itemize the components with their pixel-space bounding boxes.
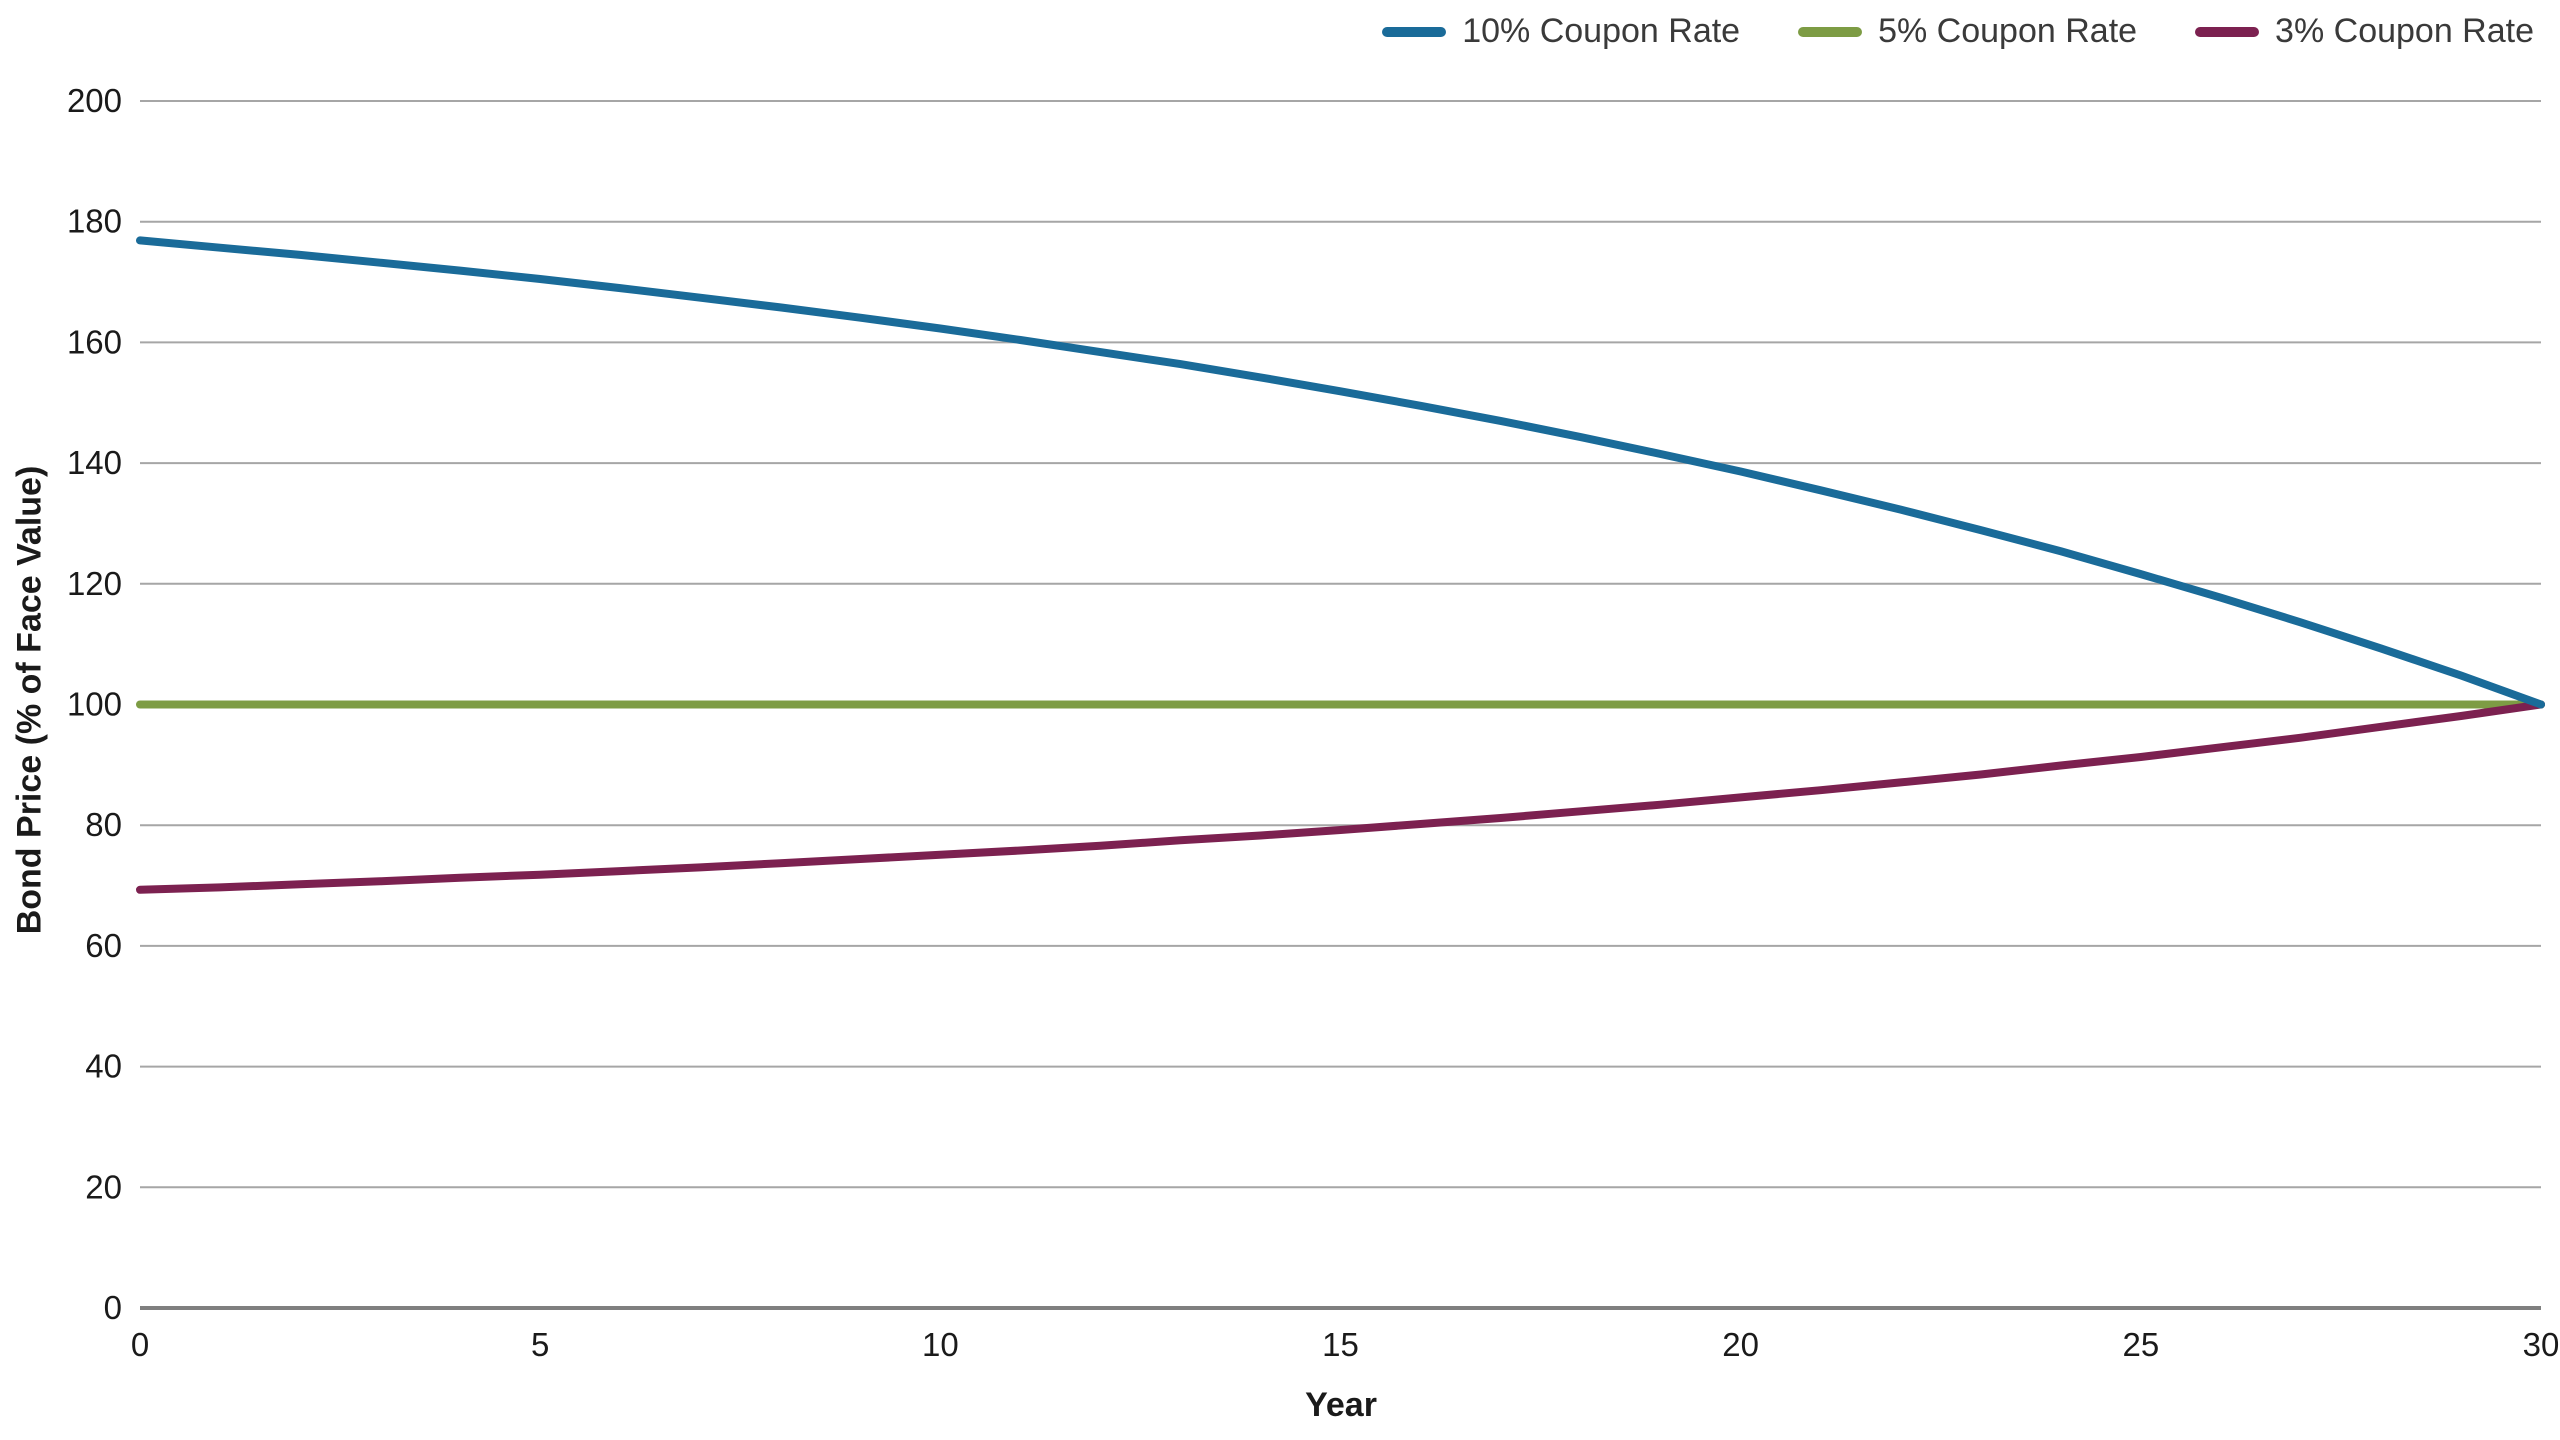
y-axis-title: Bond Price (% of Face Value) [10, 465, 49, 935]
legend-swatch-5pct-icon [1798, 26, 1863, 37]
x-tick-label: 10 [922, 1326, 959, 1363]
series-line-10-coupon-rate [136, 236, 2545, 709]
legend-label-10pct: 10% Coupon Rate [1462, 12, 1741, 50]
legend-label-3pct: 3% Coupon Rate [2275, 12, 2534, 50]
legend-item-10pct: 10% Coupon Rate [1382, 12, 1740, 51]
y-tick-label: 0 [104, 1289, 122, 1326]
y-tick-label: 160 [67, 323, 122, 360]
y-tick-label: 80 [85, 806, 122, 843]
series-line-3-coupon-rate [136, 700, 2545, 894]
x-axis-title: Year [1305, 1386, 1377, 1424]
y-tick-label: 40 [85, 1048, 122, 1085]
x-tick-label: 30 [2523, 1326, 2560, 1363]
x-tick-label: 15 [1322, 1326, 1359, 1363]
chart-legend: 10% Coupon Rate 5% Coupon Rate 3% Coupon… [1382, 12, 2534, 51]
legend-swatch-10pct-icon [1382, 26, 1447, 37]
y-tick-label: 100 [67, 686, 122, 723]
y-tick-label: 180 [67, 203, 122, 240]
y-tick-label: 140 [67, 444, 122, 481]
legend-item-3pct: 3% Coupon Rate [2195, 12, 2534, 51]
legend-swatch-3pct-icon [2195, 26, 2260, 37]
legend-item-5pct: 5% Coupon Rate [1798, 12, 2137, 51]
x-tick-label: 0 [131, 1326, 149, 1363]
y-tick-label: 120 [67, 565, 122, 602]
x-tick-label: 25 [2122, 1326, 2159, 1363]
x-tick-label: 5 [531, 1326, 549, 1363]
y-tick-label: 20 [85, 1168, 122, 1205]
y-tick-label: 60 [85, 927, 122, 964]
x-tick-label: 20 [1722, 1326, 1759, 1363]
y-tick-label: 200 [67, 82, 122, 119]
legend-label-5pct: 5% Coupon Rate [1878, 12, 2138, 50]
